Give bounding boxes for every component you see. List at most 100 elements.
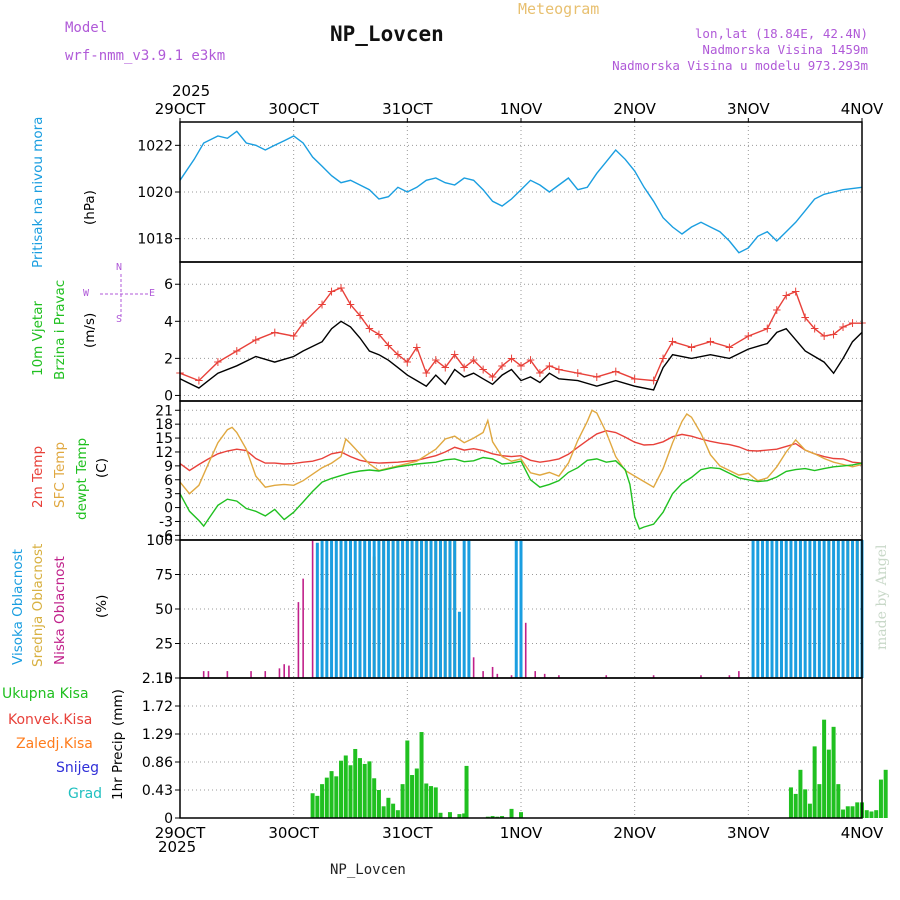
wind-gust-marker: + <box>791 285 801 299</box>
x-date-bottom: 4NOV <box>841 824 884 842</box>
x-date-top: 30OCT <box>268 100 319 118</box>
wind-gust-marker: + <box>440 361 450 375</box>
model-label: Model <box>65 20 108 36</box>
precip-bar <box>339 760 344 818</box>
year-top: 2025 <box>172 82 211 100</box>
clouds-bar <box>798 540 802 678</box>
compass-n: N <box>116 262 123 273</box>
wind-gust-marker: + <box>847 316 857 330</box>
clouds-bar <box>405 540 409 678</box>
clouds-bar <box>851 540 855 678</box>
clouds-bar <box>302 578 304 678</box>
wind-series-gust <box>179 287 862 382</box>
wind-gust-marker: + <box>488 370 498 384</box>
clouds-bar <box>283 664 285 678</box>
clouds-bar <box>822 540 826 678</box>
legend-grad: Grad <box>68 786 103 802</box>
clouds-bar <box>779 540 783 678</box>
precip-bar <box>329 771 334 818</box>
compass-w: W <box>83 288 90 299</box>
precip-bar <box>334 776 339 818</box>
clouds-bar <box>382 540 386 678</box>
wind-gust-marker: + <box>364 322 374 336</box>
precip-bar <box>372 778 377 818</box>
legend-ukupna-kisa: Ukupna Kisa <box>2 686 89 702</box>
wind-gust-marker: + <box>232 344 242 358</box>
precip-bar <box>464 765 469 818</box>
clouds-bar <box>311 540 314 678</box>
precip-bar <box>410 775 415 818</box>
wind-gust-marker: + <box>838 320 848 334</box>
temperature-ytick-label: -6 <box>159 528 173 544</box>
clouds-bar <box>467 540 471 678</box>
clouds-bar <box>401 540 405 678</box>
clouds-bar <box>457 611 461 678</box>
clouds-bar <box>288 665 290 678</box>
wind-gust-marker: + <box>421 366 431 380</box>
precip-ytick-label: 0.86 <box>142 755 173 771</box>
clouds-bar <box>803 540 807 678</box>
wind-gust-marker: + <box>762 322 772 336</box>
footer-station: NP_Lovcen <box>330 862 406 878</box>
x-date-top: 4NOV <box>841 100 884 118</box>
wind-gust-marker: + <box>289 329 299 343</box>
precip-bar <box>500 816 505 818</box>
wind-series-speed <box>179 320 863 391</box>
x-date-top: 29OCT <box>155 100 206 118</box>
precip-bar <box>429 786 434 818</box>
compass-s: S <box>116 314 123 325</box>
legend-snijeg: Snijeg <box>56 760 100 776</box>
clouds-bar <box>349 540 352 678</box>
clouds-bar <box>558 675 560 678</box>
precip-bar <box>883 769 888 818</box>
clouds-ytick-label: 0 <box>164 671 173 687</box>
wind-ytick-label: 6 <box>164 277 173 293</box>
temperature-ytick-label: 3 <box>164 487 173 503</box>
clouds-bar <box>250 671 252 678</box>
precip-bar <box>367 761 372 818</box>
precip-bar <box>874 810 879 818</box>
wind-gust-marker: + <box>478 362 488 376</box>
clouds-bar <box>496 673 499 678</box>
clouds-bar <box>855 540 859 678</box>
wind-gust-marker: + <box>819 329 829 343</box>
precip-bar <box>353 748 358 818</box>
clouds-bar <box>524 622 527 678</box>
precip-bar <box>817 784 822 818</box>
clouds-bar <box>443 540 447 678</box>
wind-gust-marker: + <box>450 348 460 362</box>
temperature-ytick-label: 12 <box>155 445 173 461</box>
temperature-ytick-label: 21 <box>155 403 173 419</box>
clouds-bar <box>751 540 755 678</box>
clouds-bar <box>765 540 769 678</box>
precip-bar <box>400 784 405 818</box>
precip-bar <box>864 810 869 818</box>
clouds-ytick-label: 50 <box>155 602 173 618</box>
clouds-bar <box>789 540 793 678</box>
precip-bar <box>310 793 315 818</box>
clouds-bar <box>396 540 400 678</box>
clouds-bar <box>846 540 850 678</box>
precip-bar <box>395 810 400 818</box>
precip-bar <box>438 812 443 818</box>
clouds-bar <box>202 671 205 678</box>
x-date-top: 31OCT <box>382 100 433 118</box>
wind-gust-marker: + <box>336 281 346 295</box>
clouds-bar <box>700 675 702 678</box>
wind-gust-marker: + <box>743 329 753 343</box>
precip-bar <box>831 726 836 818</box>
wind-gust-marker: + <box>668 335 678 349</box>
model-name: wrf-nmm_v3.9.1 e3km <box>65 48 226 64</box>
precip-bar <box>462 813 467 818</box>
clouds-bar <box>462 540 466 678</box>
precip-bar <box>490 816 495 818</box>
wind-gust-marker: + <box>393 348 403 362</box>
wind-gust-marker: + <box>544 359 554 373</box>
clouds-bar <box>817 540 821 678</box>
clouds-bar <box>472 657 475 678</box>
wind-ytick-label: 0 <box>164 388 173 404</box>
wind-gust-marker: + <box>355 309 365 323</box>
clouds-bar <box>728 675 731 678</box>
precip-bar <box>841 809 846 818</box>
precip-bar <box>414 768 419 818</box>
